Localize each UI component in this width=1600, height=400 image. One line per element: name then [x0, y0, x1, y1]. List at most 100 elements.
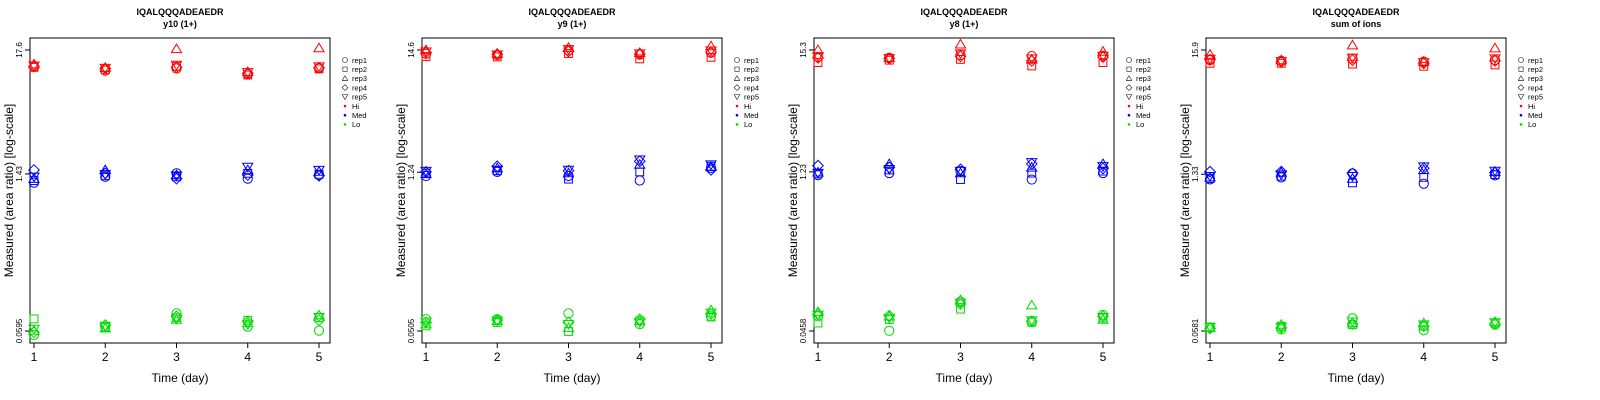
- legend-marker: [1125, 84, 1133, 91]
- chart-subtitle: y8 (1+): [950, 19, 979, 29]
- legend-entry: rep3: [1528, 74, 1543, 83]
- data-point: [420, 47, 432, 58]
- legend-dot: [343, 123, 347, 126]
- x-tick-label: 2: [102, 350, 109, 364]
- data-point: [420, 166, 432, 177]
- x-tick-label: 2: [886, 350, 893, 364]
- data-point: [1490, 170, 1500, 180]
- legend-entry: rep2: [1528, 65, 1543, 74]
- x-tick-label: 4: [244, 350, 251, 364]
- legend-marker: [734, 57, 740, 63]
- legend-swatch: [733, 94, 741, 100]
- legend-dot: [343, 113, 347, 117]
- data-point: [421, 52, 431, 61]
- legend-swatch: [1125, 94, 1133, 100]
- y-tick-label: 15.9: [1191, 42, 1200, 58]
- legend-swatch: [342, 57, 348, 63]
- legend-marker: [1517, 75, 1525, 81]
- data-point: [491, 47, 504, 58]
- data-point: [564, 49, 573, 58]
- data-point: [1204, 171, 1216, 182]
- y-axis-label: Measured (area ratio) [log-scale]: [1178, 104, 1192, 277]
- chart-title: IQALQQQADEAEDR: [136, 7, 224, 17]
- data-point: [313, 312, 325, 323]
- data-point: [635, 167, 645, 177]
- data-point: [883, 165, 896, 176]
- data-point: [313, 325, 325, 336]
- data-point: [1025, 54, 1038, 67]
- data-point: [170, 172, 183, 185]
- data-point: [1097, 167, 1109, 179]
- data-point: [1098, 58, 1108, 67]
- data-point: [1204, 322, 1216, 333]
- data-point: [1097, 158, 1109, 169]
- data-point: [1275, 170, 1288, 181]
- legend-dot: [1127, 123, 1131, 126]
- chart-panel-2: IQALQQQADEAEDR y9 (1+) 1 2 3 4 5 0.0505 1.24 14.6…: [394, 7, 759, 385]
- x-tick-label: 3: [957, 350, 964, 364]
- legend-marker: [341, 84, 349, 91]
- legend-marker: [1126, 57, 1132, 63]
- legend-entry: rep1: [744, 56, 759, 65]
- data-point: [705, 162, 717, 174]
- legend-entry: Med: [1136, 111, 1151, 120]
- data-point: [706, 312, 716, 322]
- legend-swatch: [1518, 66, 1524, 72]
- data-point: [705, 160, 717, 171]
- data-point: [1025, 54, 1038, 65]
- data-point: [313, 314, 325, 327]
- data-point: [1204, 165, 1216, 178]
- data-point: [1026, 174, 1037, 185]
- y-tick-label: 0.0595: [15, 318, 24, 343]
- data-point: [562, 45, 575, 56]
- data-point: [1490, 60, 1500, 70]
- chart-subtitle: y9 (1+): [558, 19, 587, 29]
- data-point: [562, 41, 575, 52]
- data-point: [562, 165, 575, 176]
- data-point: [812, 52, 824, 63]
- data-point: [1417, 320, 1430, 331]
- data-point: [633, 155, 646, 166]
- legend-marker: [1126, 66, 1132, 72]
- data-point: [1346, 39, 1359, 50]
- data-point: [1417, 317, 1430, 328]
- data-point: [99, 170, 112, 181]
- data-point: [241, 315, 254, 328]
- y-tick-label: 17.6: [15, 42, 24, 58]
- data-point: [170, 43, 183, 54]
- data-point: [562, 319, 575, 330]
- data-point: [633, 46, 646, 57]
- legend-entry: rep5: [744, 93, 759, 102]
- legend-entry: rep1: [1136, 56, 1151, 65]
- y-tick-label: 1.24: [407, 164, 416, 180]
- data-point: [956, 304, 965, 314]
- chart-subtitle: y10 (1+): [163, 19, 197, 29]
- data-point: [170, 171, 183, 182]
- data-point: [1097, 51, 1109, 62]
- x-tick-label: 4: [636, 350, 643, 364]
- legend-dot: [735, 123, 739, 126]
- data-point: [491, 160, 504, 173]
- legend-swatch: [733, 84, 741, 91]
- legend-dot: [735, 113, 739, 117]
- legend-entry: rep2: [1136, 65, 1151, 74]
- x-tick-label: 3: [565, 350, 572, 364]
- data-point: [241, 162, 254, 173]
- legend-marker: [342, 66, 348, 72]
- data-point: [1275, 322, 1288, 333]
- data-point: [1417, 162, 1430, 173]
- legend-swatch: [733, 75, 741, 81]
- data-point: [99, 164, 112, 175]
- data-point: [313, 169, 325, 182]
- x-tick-label: 1: [815, 350, 822, 364]
- data-point: [241, 68, 254, 79]
- data-point: [1419, 61, 1429, 71]
- data-point: [562, 321, 575, 332]
- chart-title: IQALQQQADEAEDR: [920, 7, 1008, 17]
- data-point: [812, 310, 824, 321]
- data-point: [28, 326, 40, 339]
- plot-frame: [813, 37, 1115, 344]
- data-point: [1346, 317, 1359, 328]
- x-tick-label: 3: [173, 350, 180, 364]
